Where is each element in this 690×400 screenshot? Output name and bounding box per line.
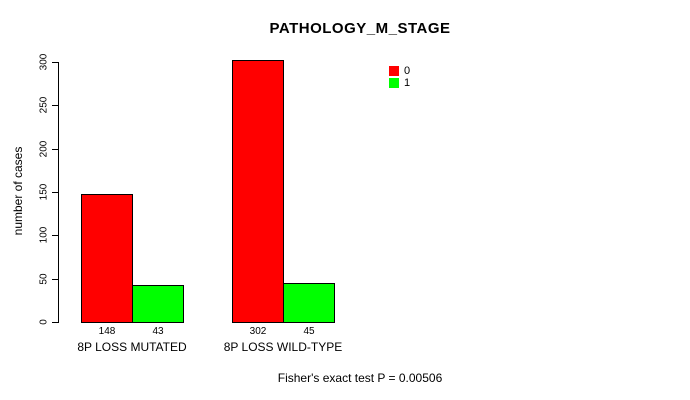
y-axis-label-text: number of cases [11,146,25,236]
y-tick-label-text: 150 [38,183,50,201]
bar-0 [81,194,133,323]
legend-swatch-green [389,78,399,88]
y-tick [52,62,58,63]
bar-1 [283,283,335,323]
stat-test-caption: Fisher's exact test P = 0.00506 [277,371,443,385]
y-tick [52,149,58,150]
y-tick [52,279,58,280]
y-tick-label-text: 50 [38,273,50,285]
bar-value-label: 302 [249,326,267,337]
bar-0 [232,60,284,323]
legend-label-0: 0 [404,65,411,77]
y-tick-label-text: 100 [38,226,50,244]
bar-1 [132,285,184,323]
legend: 0 1 [389,65,410,89]
y-tick [52,322,58,323]
legend-swatch-red [389,66,399,76]
y-tick-label-text: 0 [38,319,50,325]
bar-value-label: 43 [152,326,164,337]
y-tick [52,235,58,236]
bar-value-label: 45 [303,326,315,337]
y-tick [52,192,58,193]
y-tick [52,105,58,106]
legend-item-0: 0 [389,65,410,77]
y-tick-label-text: 300 [38,53,50,71]
chart-title: PATHOLOGY_M_STAGE [269,20,451,37]
legend-label-1: 1 [404,77,411,89]
legend-item-1: 1 [389,77,410,89]
category-label: 8P LOSS WILD-TYPE [223,340,343,354]
y-tick-label-text: 200 [38,140,50,158]
y-axis-line [58,62,59,323]
y-tick-label-text: 250 [38,96,50,114]
category-label: 8P LOSS MUTATED [77,340,187,354]
bar-value-label: 148 [98,326,116,337]
